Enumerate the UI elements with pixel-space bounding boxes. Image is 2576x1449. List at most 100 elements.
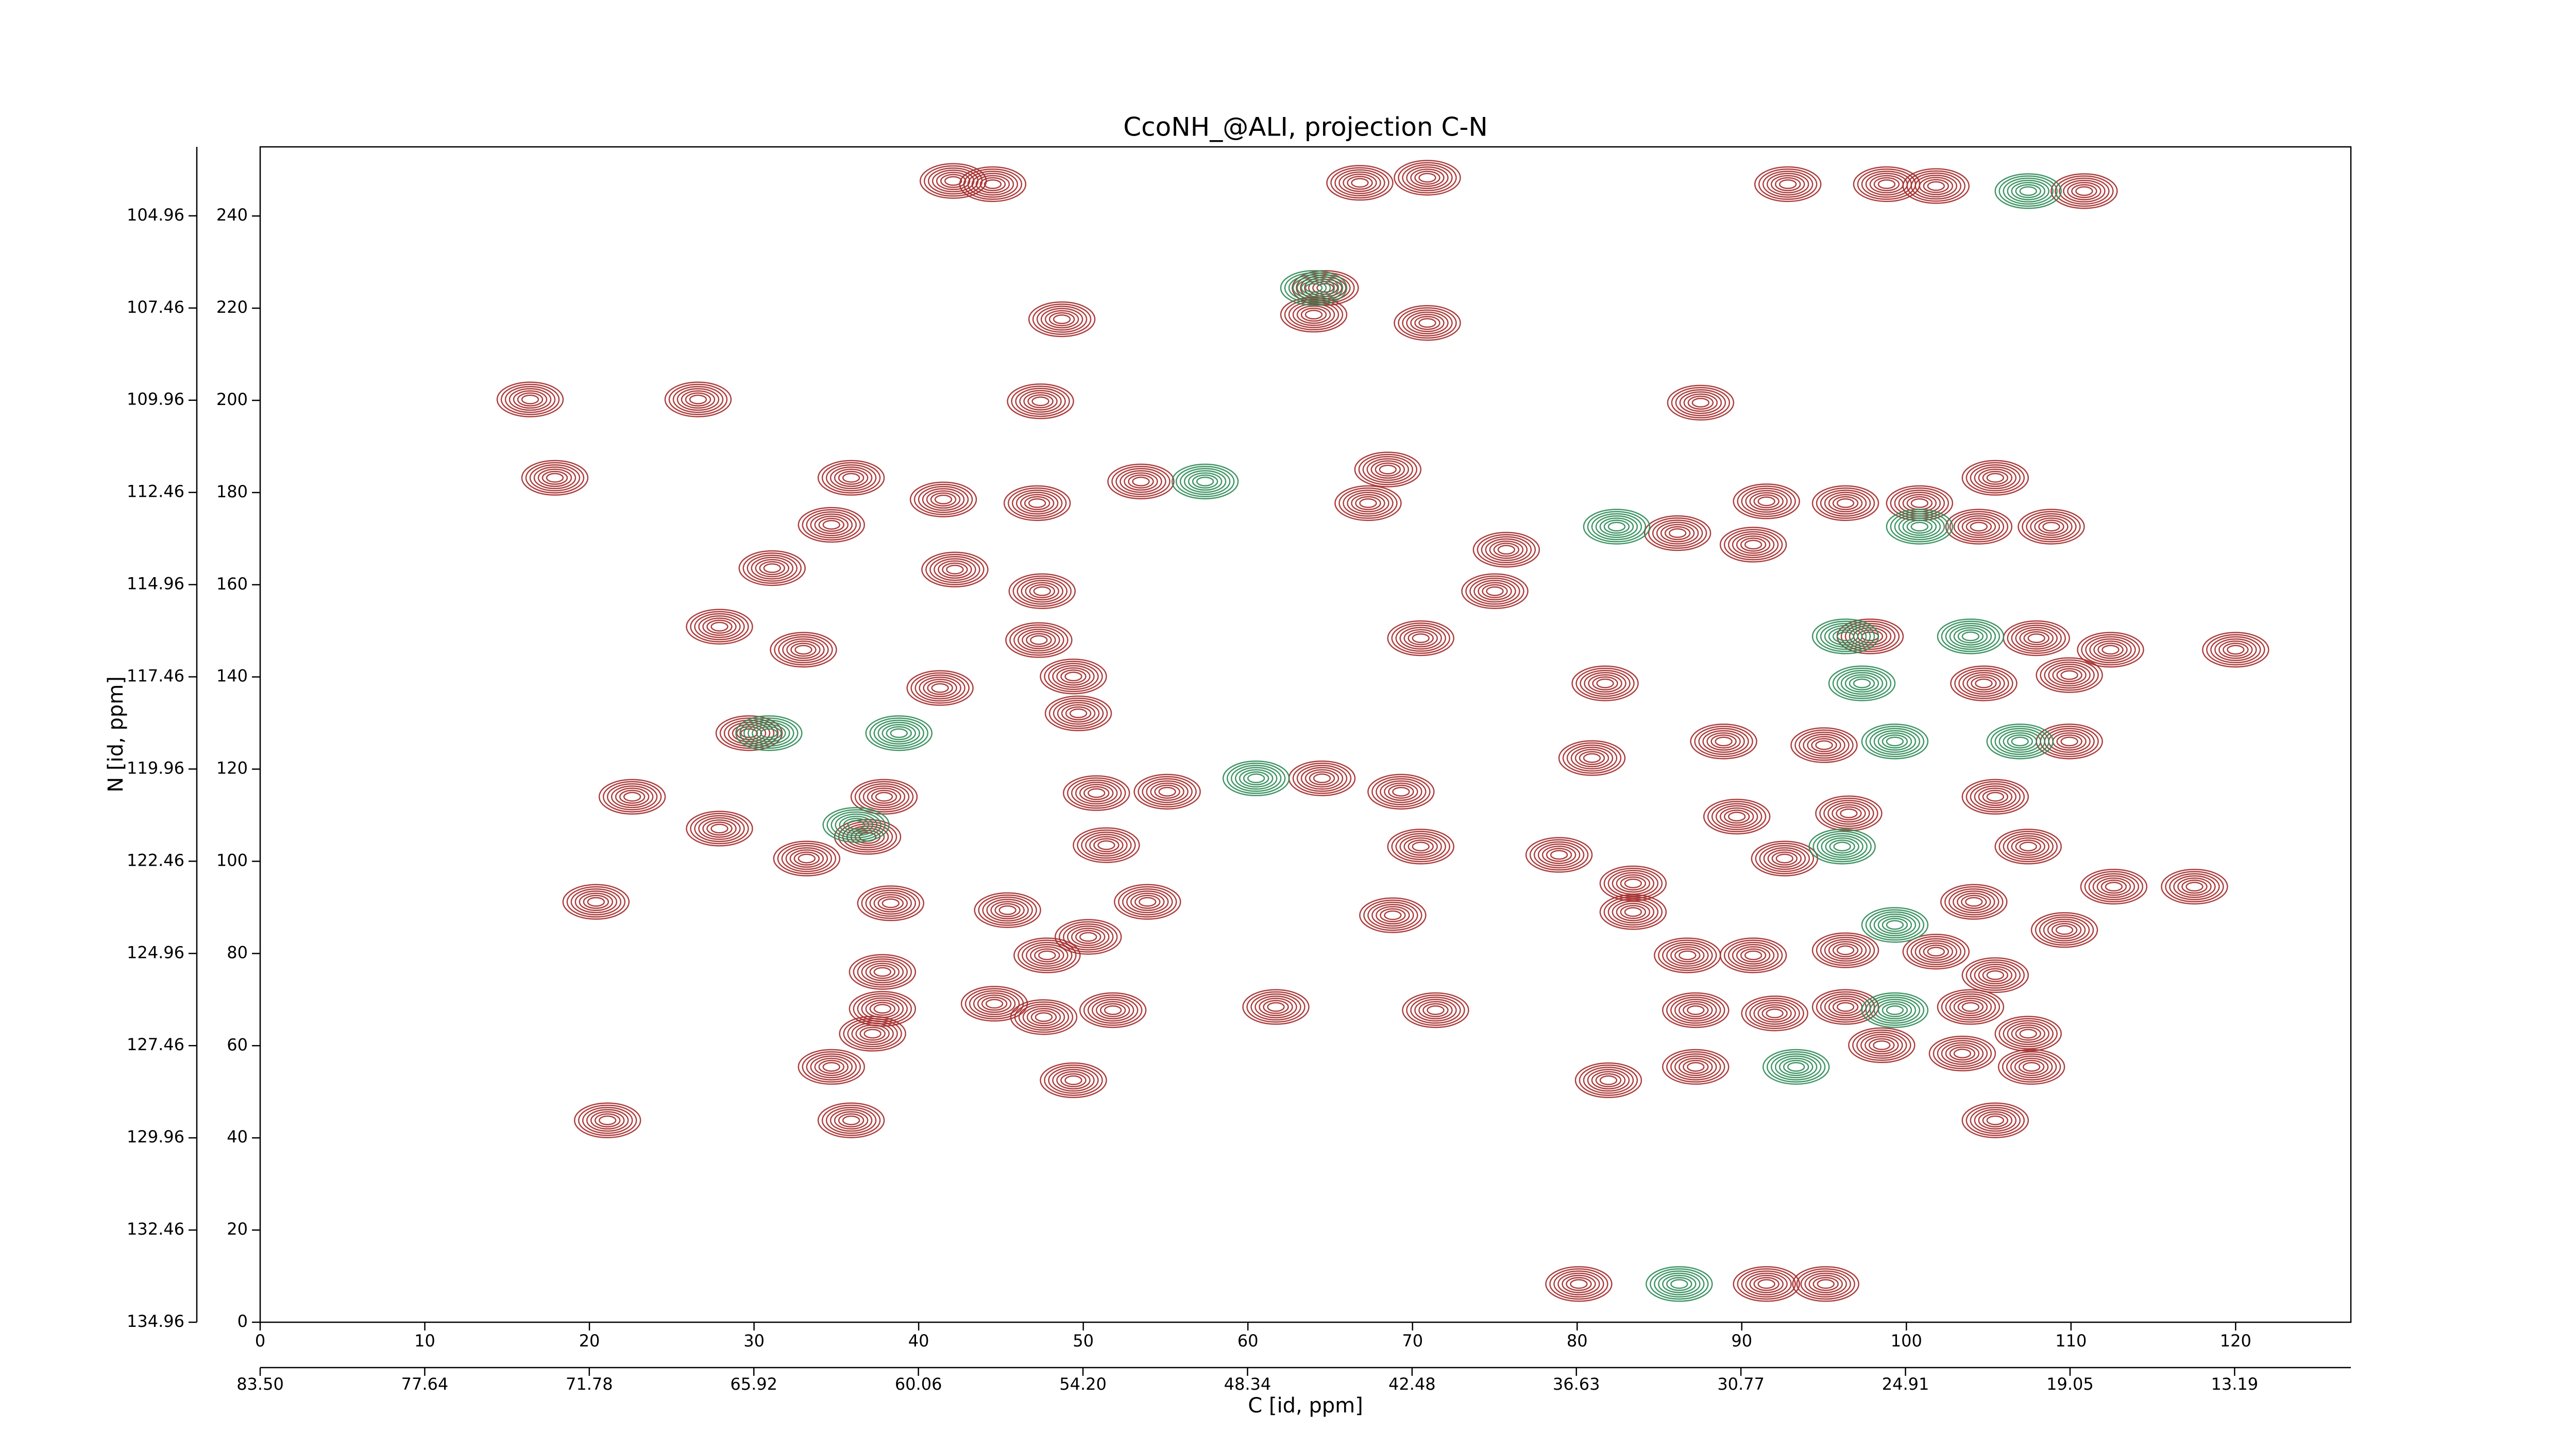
contour-ring [931,170,975,193]
contour-ring [1957,515,2001,538]
contour-ring [2019,1029,2037,1039]
contour-ring [1950,665,2018,701]
contour-ring [839,1016,906,1052]
contour-ring [794,645,812,655]
x2-tick-label: 30.77 [1717,1374,1765,1394]
contour-ring [1753,494,1780,509]
contour-ring [1026,1007,1061,1026]
contour-ring [1015,492,1059,515]
contour-ring [886,726,912,740]
contour-ring [1671,387,1731,418]
contour-ring [1828,941,1863,959]
contour-ring [573,1102,641,1138]
contour-ring [818,1059,845,1074]
contour-ring [1044,310,1079,329]
contour-ring [1958,669,2009,697]
contour-ring [1898,515,1941,538]
contour-ring [1616,874,1651,893]
contour-ring [918,486,969,513]
contour-ring [1304,283,1323,293]
contour-ring [1974,785,2017,808]
contour-ring [806,511,857,538]
y-tick-label: 40 [227,1127,248,1147]
contour-ring [1820,936,1871,964]
contour-ring [982,897,1033,924]
contour-ring [859,1026,886,1041]
contour-ring [1812,1277,1839,1291]
contour-ring [1013,937,1081,973]
contour-ring [1054,919,1122,955]
contour-ring [1674,1055,1717,1079]
contour-ring [1267,1002,1285,1012]
contour-ring [2093,641,2128,659]
contour-ring [619,789,646,804]
contour-ring [710,823,728,834]
contour-ring [1832,667,1892,699]
contour-ring [1675,389,1726,416]
contour-ring [1902,934,1970,970]
contour-ring [2030,515,2073,538]
x2-tick-label: 83.50 [236,1374,284,1394]
contour-ring [777,843,837,874]
contour-ring [1994,1016,2062,1052]
y2-tick-label: 127.46 [127,1035,184,1054]
contour-ring [698,817,741,840]
contour-ring [1566,744,1618,772]
contour-ring [2044,661,2095,689]
contour-ring [1828,665,1896,701]
contour-ring [1018,939,1077,971]
contour-ring [525,462,585,494]
contour-ring [1832,943,1859,957]
contour-ring [736,726,762,740]
x-tick-label: 30 [743,1331,765,1351]
contour-ring [2089,638,2132,661]
contour-ring [869,1002,896,1016]
contour-ring [1852,1029,1911,1061]
contour-ring [781,845,833,872]
contour-ring [1937,618,2005,654]
contour-ring [1398,307,1457,339]
contour-ring [681,390,716,409]
contour-ring [1741,1270,1792,1298]
contour-ring [913,483,973,515]
contour-ring [2038,519,2064,534]
contour-ring [1817,833,1868,861]
contour-ring [1824,625,1867,648]
contour-ring [1570,1279,1588,1289]
contour-ring [1662,992,1730,1029]
contour-ring [1391,831,1450,863]
y-tick-label: 60 [227,1035,248,1054]
contour-ring [773,840,841,877]
contour-ring [1612,900,1655,923]
contour-ring [1477,534,1536,566]
contour-ring [984,179,1002,189]
contour-ring [1902,517,1937,536]
contour-ring [861,887,921,919]
contour-ring [1338,171,1381,194]
contour-ring [975,175,1010,194]
contour-ring [2181,880,2208,894]
contour-ring [1783,1059,1809,1074]
contour-ring [1183,470,1227,493]
contour-ring [1620,876,1647,891]
contour-ring [2055,175,2114,207]
contour-ring [1025,582,1060,601]
contour-ring [1666,943,1709,967]
contour-ring [1126,890,1169,914]
contour-ring [793,851,820,866]
contour-ring [2084,871,2144,903]
contour-ring [1040,308,1083,331]
y2-tick-label: 119.96 [127,758,184,778]
contour-ring [1749,1000,1800,1027]
contour-ring [1387,620,1454,656]
x2-tick-label: 60.06 [895,1374,942,1394]
contour-ring [1919,942,1954,961]
contour-ring [1026,943,1069,967]
contour-ring [1753,1002,1796,1025]
contour-ring [1027,394,1054,409]
contour-ring [1026,633,1052,647]
contour-ring [1091,999,1134,1022]
contour-ring [2014,1057,2049,1076]
contour-ring [1886,920,1904,930]
contour-ring [562,884,630,920]
